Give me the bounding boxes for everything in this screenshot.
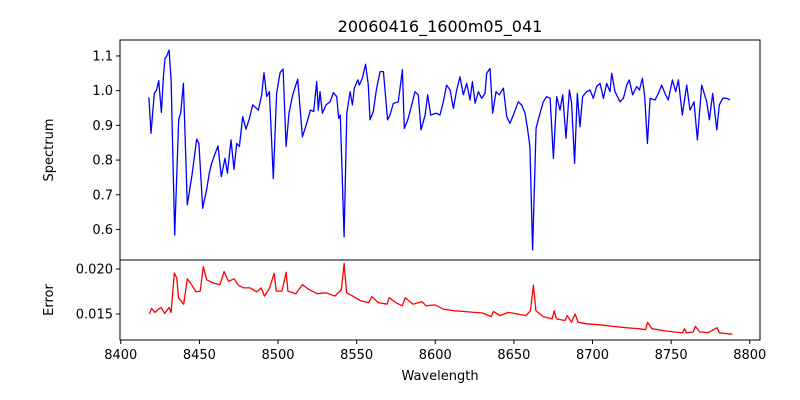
chart-title: 20060416_1600m05_041 [338, 17, 543, 37]
spectrum-y-tick-label: 1.1 [92, 49, 113, 64]
x-tick-label: 8700 [576, 348, 609, 363]
error-axes-frame [119, 259, 761, 341]
x-tick-label: 8550 [340, 348, 373, 363]
spectrum-y-tick-label: 0.6 [92, 223, 113, 238]
x-tick-label: 8650 [497, 348, 530, 363]
error-y-tick-label: 0.015 [76, 307, 113, 322]
x-tick-label: 8750 [655, 348, 688, 363]
error-series-line [148, 262, 733, 335]
x-tick-label: 8450 [183, 348, 216, 363]
error-panel: 0.015 0.020 8400 8450 8500 8550 8600 8650 8700 87… [76, 259, 766, 363]
error-y-axis-label: Error [42, 284, 57, 316]
spectrum-y-tick-label: 0.7 [92, 188, 113, 203]
x-tick-label: 8800 [733, 348, 766, 363]
spectrum-y-tick-label: 0.9 [92, 119, 113, 134]
x-axis-label: Wavelength [401, 369, 478, 384]
x-tick-label: 8400 [104, 348, 137, 363]
error-y-tick-label: 0.020 [76, 262, 113, 277]
spectrum-y-axis-label: Spectrum [42, 119, 57, 182]
spectrum-y-tick-label: 0.8 [92, 154, 113, 169]
spectrum-series-line [148, 49, 731, 251]
spectrum-y-tick-label: 1.0 [92, 84, 113, 99]
x-tick-label: 8500 [261, 348, 294, 363]
x-tick-label: 8600 [419, 348, 452, 363]
